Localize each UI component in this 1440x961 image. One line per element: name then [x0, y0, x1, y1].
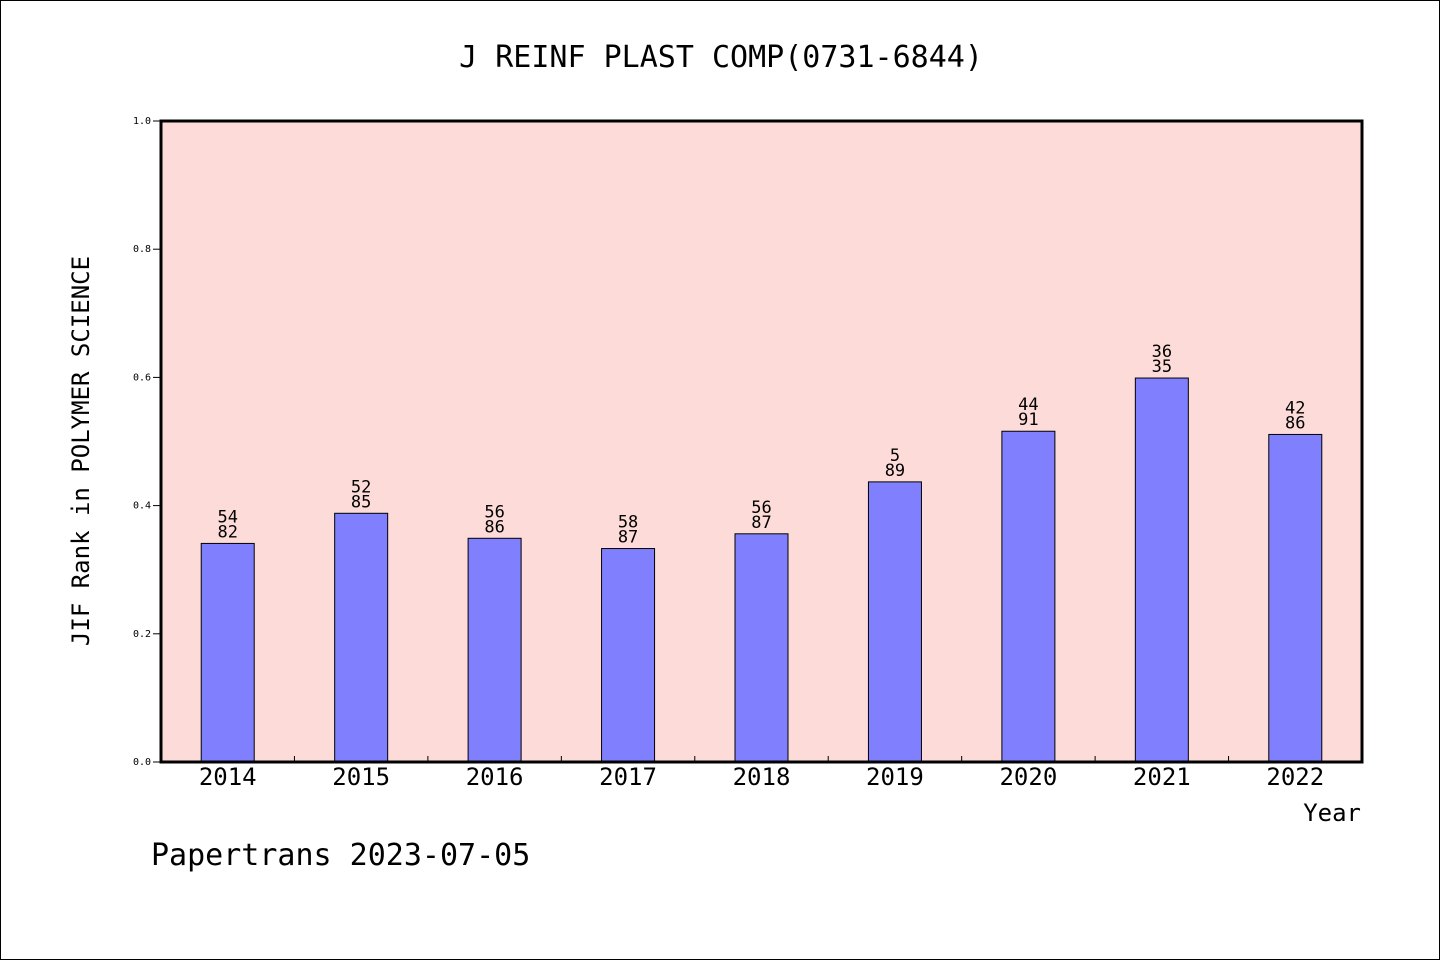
bar-label-top: 56	[751, 498, 771, 518]
x-axis: 2014 2015 2016 2017 2018 2019 2020 2021 2022	[199, 756, 1324, 791]
x-axis-label: Year	[1303, 799, 1361, 827]
bar-label-top: 36	[1152, 342, 1172, 362]
chart-title: J REINF PLAST COMP(0731-6844)	[459, 40, 983, 75]
y-axis: 0.0 0.2 0.4 0.6 0.8 1.0	[133, 116, 161, 768]
bar-label-top: 56	[484, 502, 504, 522]
y-tick-label: 0.4	[133, 501, 151, 512]
bar-label-bottom: 82	[217, 522, 237, 542]
bar-2022	[1268, 433, 1323, 763]
y-tick-label: 1.0	[133, 116, 151, 127]
y-axis-label: JIF Rank in POLYMER SCIENCE	[67, 256, 95, 646]
bar-label-bottom: 91	[1018, 410, 1038, 430]
bar-label-bottom: 35	[1152, 357, 1172, 377]
bar-2014	[200, 542, 255, 763]
bar-label-top: 5	[890, 446, 900, 466]
bar-label-top: 42	[1285, 398, 1305, 418]
bar-2017	[601, 548, 656, 763]
x-tick-label: 2016	[466, 763, 524, 791]
x-tick-label: 2017	[599, 763, 657, 791]
y-tick-label: 0.8	[133, 244, 151, 255]
y-tick-label: 0.6	[133, 372, 151, 383]
x-tick-label: 2020	[999, 763, 1057, 791]
bar-label-top: 52	[351, 477, 371, 497]
bar-label-bottom: 86	[484, 517, 504, 537]
bar-label-top: 58	[618, 513, 638, 533]
bar-2019	[867, 481, 922, 763]
bar-label-top: 44	[1018, 395, 1038, 415]
bar-2016	[467, 537, 522, 763]
x-tick-label: 2021	[1133, 763, 1191, 791]
plot-border	[159, 119, 1364, 764]
bar-label-bottom: 87	[618, 528, 638, 548]
bar-label-top: 54	[217, 507, 237, 527]
bar-2018	[734, 533, 789, 763]
bar-2021	[1134, 377, 1189, 763]
bar-2020	[1001, 430, 1056, 763]
bar-label-bottom: 85	[351, 492, 371, 512]
bars-group	[200, 377, 1323, 763]
bar-2015	[334, 512, 389, 763]
footer-text: Papertrans 2023-07-05	[151, 838, 530, 873]
bar-label-bottom: 89	[885, 461, 905, 481]
bar-label-bottom: 86	[1285, 413, 1305, 433]
x-tick-label: 2015	[332, 763, 390, 791]
x-tick-label: 2014	[199, 763, 257, 791]
x-tick-label: 2019	[866, 763, 924, 791]
y-tick-label: 0.0	[133, 757, 151, 768]
x-tick-label: 2018	[733, 763, 791, 791]
y-tick-label: 0.2	[133, 629, 151, 640]
x-tick-label: 2022	[1266, 763, 1324, 791]
bar-label-bottom: 87	[751, 513, 771, 533]
